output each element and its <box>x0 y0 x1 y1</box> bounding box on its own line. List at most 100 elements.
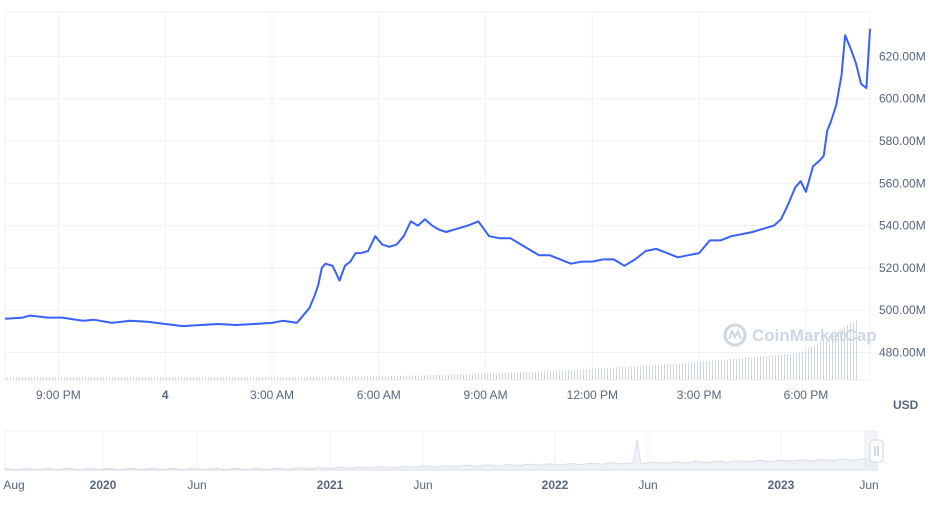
y-tick-label: 620.00M <box>879 49 926 63</box>
x-tick-label: 3:00 PM <box>677 388 722 402</box>
volume-bar <box>382 376 383 380</box>
volume-bar <box>292 376 293 380</box>
volume-bar <box>502 372 503 380</box>
volume-bar <box>265 377 266 380</box>
volume-bar <box>157 377 158 380</box>
volume-bar <box>427 375 428 380</box>
volume-bar <box>526 371 527 380</box>
volume-bar <box>748 357 749 380</box>
coinmarketcap-logo-wave <box>728 328 742 340</box>
volume-bar <box>742 358 743 380</box>
volume-bar <box>433 375 434 380</box>
volume-bar <box>820 341 821 380</box>
volume-bar <box>736 358 737 380</box>
volume-bar <box>847 325 848 380</box>
volume-bar <box>46 377 47 380</box>
volume-bar <box>274 376 275 380</box>
volume-bar <box>394 375 395 380</box>
volume-bar <box>442 374 443 380</box>
volume-bar <box>619 367 620 380</box>
volume-bar <box>271 376 272 380</box>
volume-bar <box>487 373 488 380</box>
volume-bar <box>109 377 110 380</box>
volume-bar <box>385 376 386 380</box>
volume-bar <box>208 377 209 380</box>
volume-bar <box>220 377 221 380</box>
volume-bar <box>652 365 653 380</box>
range-handle-icon[interactable] <box>869 439 884 463</box>
volume-bar <box>463 374 464 380</box>
volume-bar <box>562 370 563 380</box>
y-tick-label: 520.00M <box>879 261 926 275</box>
volume-bar <box>61 377 62 380</box>
volume-bar <box>121 377 122 380</box>
volume-bar <box>763 356 764 380</box>
volume-bar <box>259 377 260 380</box>
volume-bar <box>772 355 773 380</box>
volume-bar <box>802 351 803 380</box>
volume-bar <box>475 373 476 380</box>
volume-bar <box>346 376 347 380</box>
volume-bar <box>148 377 149 380</box>
navigator-tick-label: Jun <box>187 478 206 492</box>
volume-bar <box>214 377 215 380</box>
volume-bar <box>781 354 782 380</box>
volume-bar <box>424 375 425 380</box>
volume-bar <box>688 362 689 380</box>
volume-bar <box>187 377 188 380</box>
volume-bar <box>10 377 11 380</box>
volume-bar <box>205 377 206 380</box>
volume-bar <box>400 375 401 380</box>
volume-bar <box>778 354 779 380</box>
volume-bar <box>142 377 143 380</box>
volume-bar <box>658 364 659 380</box>
volume-bar <box>517 372 518 380</box>
volume-bar <box>169 377 170 380</box>
volume-bar <box>16 377 17 380</box>
x-tick-label: 3:00 AM <box>250 388 294 402</box>
volume-bar <box>556 370 557 380</box>
volume-bar <box>850 323 851 380</box>
volume-bar <box>532 371 533 380</box>
volume-bar <box>22 377 23 380</box>
volume-bar <box>610 367 611 380</box>
coinmarketcap-logo-icon <box>723 323 747 347</box>
volume-bar <box>367 376 368 380</box>
volume-bar <box>178 377 179 380</box>
volume-bar <box>421 375 422 380</box>
volume-bar <box>478 373 479 380</box>
range-navigator[interactable]: Aug 2020 Jun 2021 Jun 2022 Jun 2023 Jun <box>3 430 884 492</box>
volume-bar <box>601 368 602 380</box>
volume-bar <box>82 377 83 380</box>
volume-bar <box>124 377 125 380</box>
volume-bar <box>295 376 296 380</box>
volume-bar <box>313 376 314 380</box>
volume-bar <box>85 377 86 380</box>
x-tick-label: 4 <box>162 388 169 402</box>
volume-bar <box>826 337 827 380</box>
volume-bar <box>709 360 710 380</box>
volume-bar <box>448 374 449 380</box>
volume-bar <box>499 373 500 380</box>
volume-bar <box>514 372 515 380</box>
volume-bar <box>631 366 632 380</box>
volume-bar <box>43 377 44 380</box>
volume-bar <box>766 355 767 380</box>
volume-bar <box>373 376 374 380</box>
volume-bar <box>679 363 680 380</box>
volume-bar <box>316 376 317 380</box>
volume-bar <box>460 374 461 380</box>
volume-bar <box>829 335 830 380</box>
volume-bar <box>319 376 320 380</box>
volume-bar <box>718 360 719 380</box>
volume-bar <box>538 371 539 380</box>
volume-bar <box>712 360 713 380</box>
volume-bar <box>607 367 608 380</box>
x-tick-label: 12:00 PM <box>567 388 618 402</box>
volume-bar <box>676 363 677 380</box>
volume-bar <box>817 343 818 380</box>
volume-bar <box>103 377 104 380</box>
navigator-tick-label: 2020 <box>90 478 117 492</box>
volume-bar <box>784 354 785 380</box>
